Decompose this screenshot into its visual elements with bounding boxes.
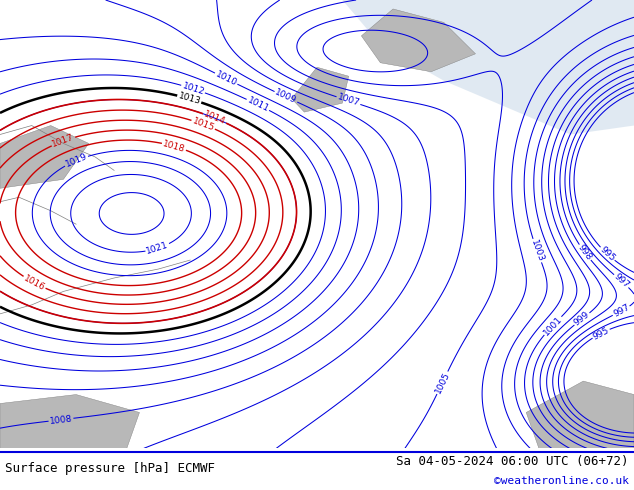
- Polygon shape: [361, 9, 476, 72]
- Polygon shape: [0, 125, 89, 188]
- Text: Surface pressure [hPa] ECMWF: Surface pressure [hPa] ECMWF: [5, 462, 215, 475]
- Text: 1009: 1009: [273, 88, 298, 106]
- Text: 1012: 1012: [181, 81, 205, 97]
- Text: 999: 999: [573, 310, 592, 328]
- Text: 1016: 1016: [22, 273, 46, 292]
- Text: 995: 995: [598, 245, 617, 263]
- Text: 1015: 1015: [191, 116, 216, 133]
- Text: 1017: 1017: [51, 133, 75, 149]
- Text: 995: 995: [592, 325, 611, 341]
- Polygon shape: [292, 67, 349, 112]
- Text: 1003: 1003: [529, 238, 545, 263]
- Text: 997: 997: [612, 303, 631, 319]
- Text: 1001: 1001: [541, 314, 564, 337]
- Text: 1008: 1008: [49, 414, 73, 425]
- Text: 1013: 1013: [177, 91, 202, 106]
- Polygon shape: [342, 0, 634, 134]
- Text: 1005: 1005: [434, 370, 451, 395]
- Text: Sa 04-05-2024 06:00 UTC (06+72): Sa 04-05-2024 06:00 UTC (06+72): [396, 455, 629, 468]
- Text: 1010: 1010: [214, 70, 238, 88]
- Text: 1018: 1018: [162, 139, 186, 154]
- Polygon shape: [0, 394, 139, 448]
- Text: 1014: 1014: [202, 110, 227, 126]
- Text: 998: 998: [576, 243, 593, 262]
- Text: 997: 997: [612, 272, 631, 290]
- Text: ©weatheronline.co.uk: ©weatheronline.co.uk: [494, 476, 629, 486]
- Polygon shape: [526, 381, 634, 448]
- Text: 1011: 1011: [245, 96, 270, 114]
- Text: 1019: 1019: [64, 152, 89, 169]
- Text: 1007: 1007: [336, 93, 361, 108]
- Text: 1021: 1021: [145, 241, 170, 256]
